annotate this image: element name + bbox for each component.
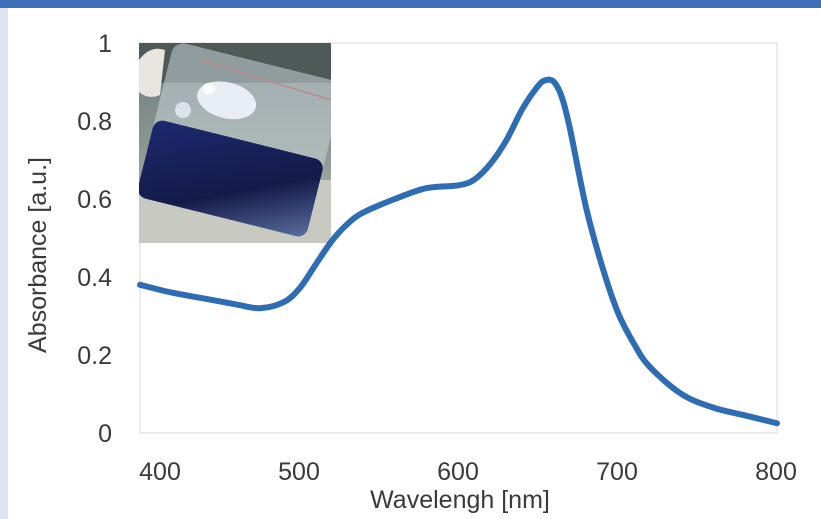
y-tick-label: 0.6 <box>77 186 112 214</box>
y-tick-label: 0.8 <box>77 108 112 136</box>
y-axis-title: Absorbance [a.u.] <box>24 157 52 353</box>
y-axis: 0 0.2 0.4 0.6 0.8 1 <box>77 30 112 448</box>
x-tick-label: 800 <box>755 458 797 486</box>
x-tick-label: 600 <box>437 458 479 486</box>
y-tick-label: 0.2 <box>77 342 112 370</box>
x-tick-label: 500 <box>278 458 320 486</box>
inset-photo <box>139 43 331 243</box>
y-tick-label: 0 <box>98 420 112 448</box>
y-tick-label: 1 <box>98 30 112 58</box>
x-axis-title: Wavelengh [nm] <box>370 486 550 514</box>
x-axis: 400 500 600 700 800 <box>139 458 797 486</box>
x-tick-label: 700 <box>596 458 638 486</box>
x-tick-label: 400 <box>139 458 181 486</box>
series-layer <box>137 76 780 427</box>
absorbance-series-line <box>137 76 780 427</box>
top-bar <box>0 0 821 8</box>
y-tick-label: 0.4 <box>77 264 112 292</box>
